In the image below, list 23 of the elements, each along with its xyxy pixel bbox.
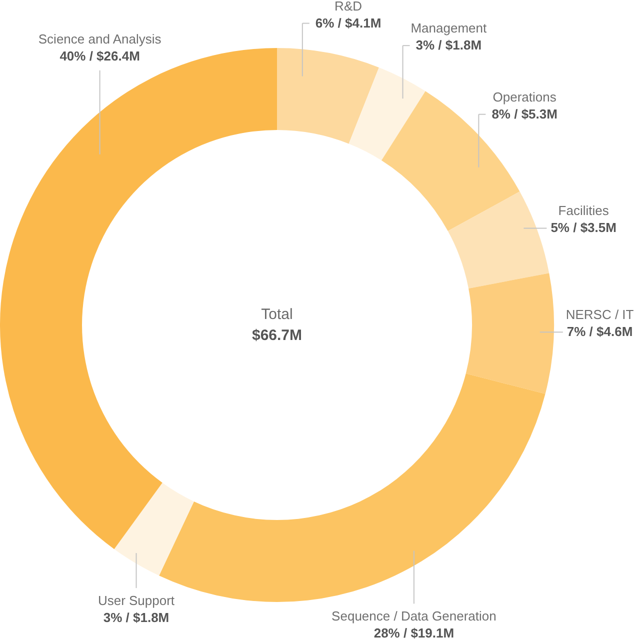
donut-slice	[348, 67, 426, 160]
donut-slice	[277, 48, 379, 144]
data-label: 7% / $4.6M	[566, 324, 633, 340]
slice-label: Facilities	[558, 203, 610, 218]
data-label: 8% / $5.3M	[492, 106, 558, 122]
donut-slice	[448, 192, 550, 288]
data-label: 3% / $1.8M	[103, 610, 170, 626]
data-label: 40% / $26.4M	[60, 48, 140, 64]
text: Total	[261, 306, 293, 323]
slice-label: Science and Analysis	[38, 31, 162, 46]
slice-label: Management	[410, 20, 487, 36]
slice-label: Sequence / Data Generation	[332, 608, 496, 624]
slice-label: User Support	[98, 593, 175, 608]
donut-slice	[114, 482, 194, 576]
data-label: 3% / $1.8M	[416, 38, 482, 53]
slice-label: NERSC / IT	[566, 307, 634, 322]
data-label: 6% / $4.1M	[315, 15, 382, 30]
data-label: 28% / $19.1M	[374, 626, 454, 640]
donut-slice	[466, 273, 554, 394]
slice-label: Operations	[492, 89, 557, 104]
slice-label: R&D	[334, 0, 362, 14]
text: $66.7M	[252, 327, 302, 344]
data-label: 5% / $3.5M	[550, 220, 616, 236]
